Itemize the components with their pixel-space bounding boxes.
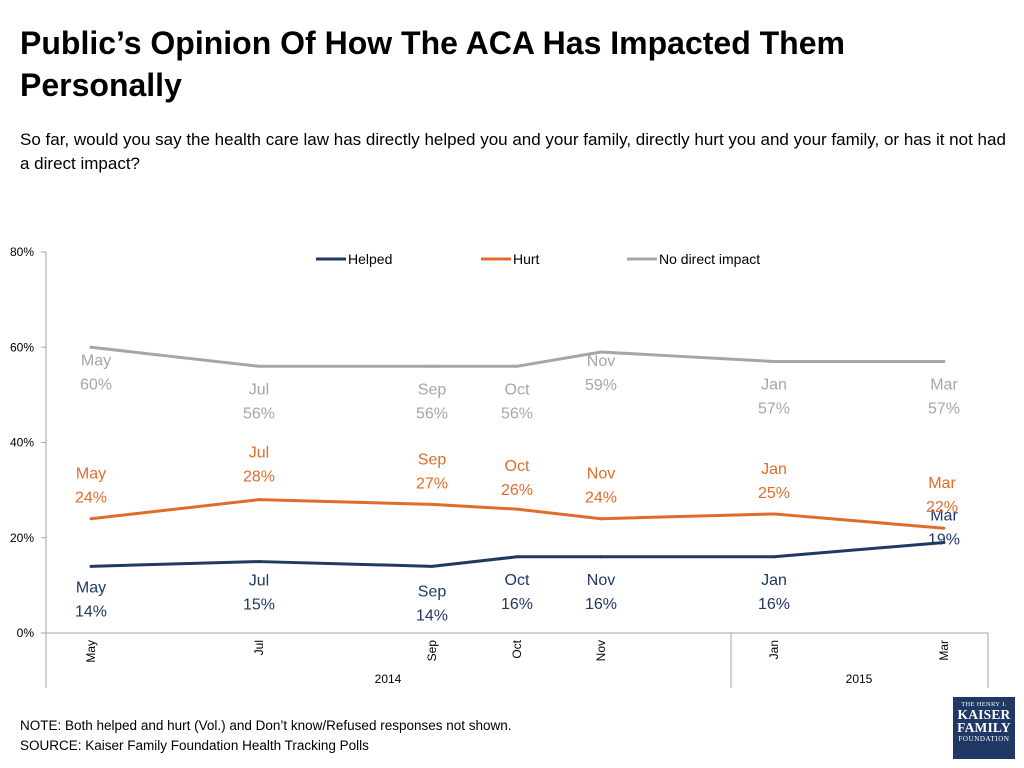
data-label-value: 15% — [243, 597, 275, 614]
data-label-value: 27% — [416, 475, 448, 492]
y-tick-label: 60% — [10, 340, 34, 354]
data-point — [89, 517, 93, 521]
data-point — [257, 560, 261, 564]
data-label-value: 56% — [416, 405, 448, 422]
y-tick-label: 0% — [17, 626, 35, 640]
x-tick-label: Sep — [425, 640, 439, 662]
data-label-month: Jan — [761, 572, 787, 589]
data-label-month: Oct — [505, 458, 530, 475]
data-point — [430, 364, 434, 368]
data-label-value: 25% — [758, 485, 790, 502]
data-label-month: May — [76, 466, 106, 483]
data-label-value: 19% — [928, 532, 960, 549]
footnote: NOTE: Both helped and hurt (Vol.) and Do… — [20, 716, 512, 756]
year-label: 2015 — [846, 672, 873, 686]
data-label-value: 59% — [585, 377, 617, 394]
series-line-no-direct-impact — [90, 345, 944, 368]
data-point — [257, 498, 261, 502]
data-point — [430, 502, 434, 506]
data-label-value: 26% — [501, 482, 533, 499]
data-label-month: Jan — [761, 377, 787, 394]
note-text: NOTE: Both helped and hurt (Vol.) and Do… — [20, 718, 512, 733]
data-label-value: 56% — [501, 405, 533, 422]
logo-line-3: FAMILY — [957, 720, 1011, 735]
year-label: 2014 — [375, 672, 402, 686]
logo-line-4: FOUNDATION — [958, 735, 1010, 743]
chart-subtitle: So far, would you say the health care la… — [20, 130, 1006, 173]
data-label-month: Mar — [930, 508, 958, 525]
data-label-value: 57% — [758, 401, 790, 418]
data-label-value: 16% — [758, 596, 790, 613]
data-label-month: Nov — [587, 466, 615, 483]
y-tick-label: 80% — [10, 245, 34, 259]
data-point — [942, 541, 946, 545]
data-label-value: 57% — [928, 401, 960, 418]
data-label-value: 16% — [501, 596, 533, 613]
x-tick-label: Jan — [767, 640, 781, 659]
data-label-value: 24% — [75, 490, 107, 507]
data-label-month: Mar — [928, 475, 956, 492]
logo-line-2: KAISER — [957, 707, 1011, 722]
data-label-month: Sep — [418, 451, 447, 468]
data-label-month: Oct — [505, 381, 530, 398]
data-label-value: 28% — [243, 469, 275, 486]
data-label-month: Jul — [249, 573, 269, 590]
data-label-month: Jan — [761, 461, 787, 478]
x-tick-label: May — [84, 640, 98, 663]
data-point — [772, 512, 776, 516]
data-label-value: 22% — [926, 499, 958, 516]
data-point — [599, 555, 603, 559]
series-line-helped — [90, 541, 945, 568]
data-point — [942, 526, 946, 530]
data-label-value: 14% — [75, 603, 107, 620]
data-point — [89, 345, 93, 349]
data-point — [942, 360, 946, 364]
data-label-month: Oct — [505, 572, 530, 589]
x-tick-label: Jul — [252, 640, 266, 655]
legend-label: No direct impact — [659, 251, 760, 267]
x-tick-label: Oct — [510, 639, 524, 658]
data-point — [515, 507, 519, 511]
data-label-value: 24% — [585, 490, 617, 507]
y-tick-label: 40% — [10, 436, 34, 450]
data-label-value: 56% — [243, 405, 275, 422]
data-point — [257, 364, 261, 368]
kff-logo: THE HENRY J. KAISER FAMILY FOUNDATION — [953, 697, 1015, 759]
data-point — [515, 555, 519, 559]
data-label-month: May — [81, 352, 111, 369]
data-point — [599, 350, 603, 354]
data-point — [599, 517, 603, 521]
series-line-hurt — [90, 498, 945, 530]
data-point — [430, 564, 434, 568]
chart-title: Public’s Opinion Of How The ACA Has Impa… — [20, 25, 845, 103]
data-point — [515, 364, 519, 368]
line-chart: 0% 20% 40% 60% 80% May Jul Sep Oct Nov Jan Mar 2014 2… — [10, 245, 989, 688]
data-label-month: Sep — [418, 381, 447, 398]
data-point — [89, 564, 93, 568]
data-label-month: Nov — [587, 572, 615, 589]
data-point — [772, 360, 776, 364]
source-text: SOURCE: Kaiser Family Foundation Health … — [20, 738, 369, 753]
legend-label: Hurt — [513, 251, 540, 267]
data-label-month: Sep — [418, 583, 447, 600]
data-label-value: 60% — [80, 376, 112, 393]
legend-label: Helped — [348, 251, 392, 267]
data-label-month: Mar — [930, 377, 958, 394]
data-point — [772, 555, 776, 559]
data-label-value: 16% — [585, 596, 617, 613]
data-label-value: 14% — [416, 607, 448, 624]
logo-line-1: THE HENRY J. — [961, 701, 1007, 708]
data-label-month: Jul — [249, 381, 269, 398]
data-label-month: Jul — [249, 445, 269, 462]
data-label-month: Nov — [587, 353, 615, 370]
x-tick-label: Mar — [937, 640, 951, 661]
x-tick-label: Nov — [594, 640, 608, 661]
data-label-month: May — [76, 579, 106, 596]
y-tick-label: 20% — [10, 531, 34, 545]
